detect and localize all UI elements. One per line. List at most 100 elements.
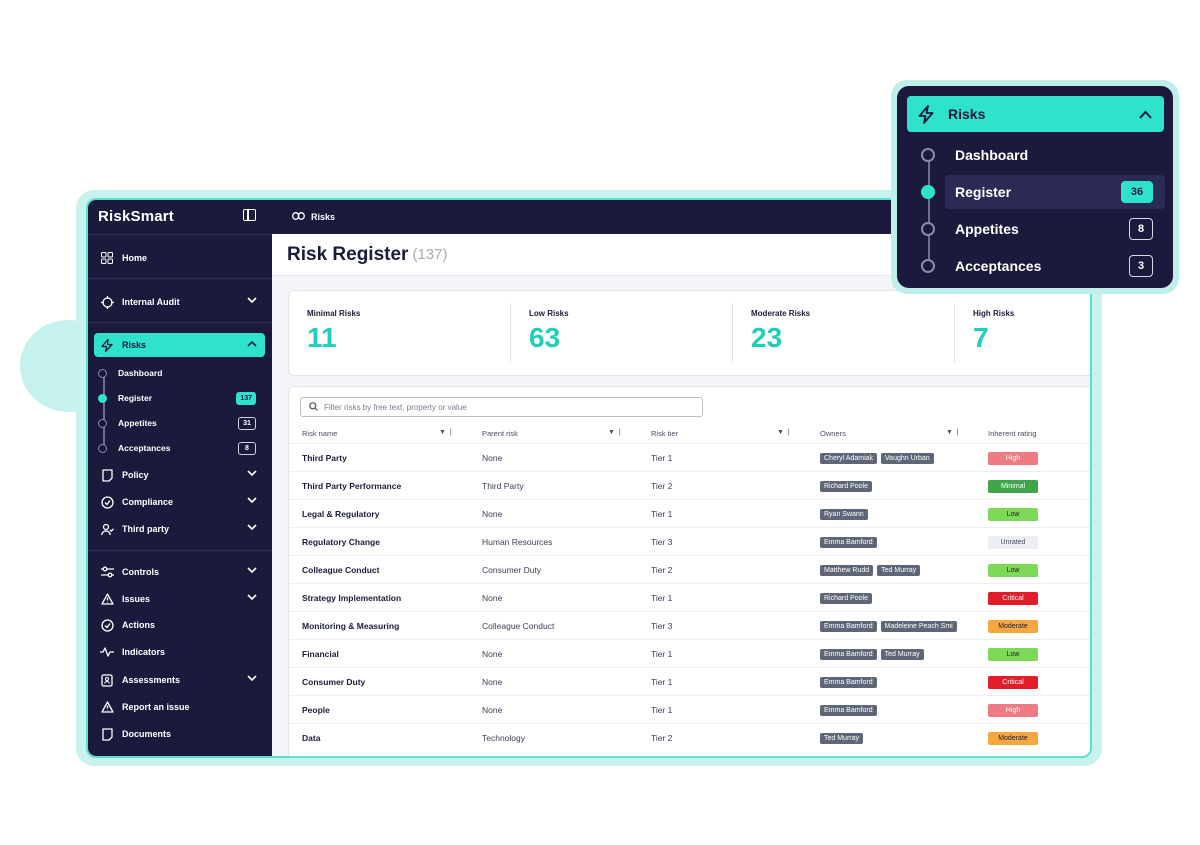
owner-tag[interactable]: Emma Bamford (820, 620, 877, 632)
owner-tag[interactable]: Matthew Rudd (820, 564, 874, 576)
sidebar-toggle-icon[interactable] (243, 209, 256, 221)
column-tools[interactable]: ▼ | (608, 429, 621, 436)
table-row[interactable]: Consumer Duty None Tier 1 Emma Bamford Criti… (289, 667, 1090, 695)
table-row[interactable]: Legal & Regulatory None Tier 1 Ryan Swann Lo… (289, 499, 1090, 527)
main-content: Risk Register (137) Minimal Risks 11 Low… (272, 234, 1090, 756)
popout-item-acceptances[interactable]: Acceptances 3 (921, 249, 1165, 283)
subnav-appetites[interactable]: Appetites 31 (98, 414, 264, 432)
table-row[interactable]: Data Technology Tier 2 Ted Murray Moderate (289, 723, 1090, 751)
risk-name: Financial (302, 649, 339, 659)
nav-actions[interactable]: Actions (94, 613, 265, 637)
table-row[interactable]: Monitoring & Measuring Colleague Conduct T… (289, 611, 1090, 639)
nav-third-party[interactable]: Third party (94, 517, 265, 541)
table-row[interactable]: Third Party Performance Third Party Tier 2… (289, 471, 1090, 499)
warning-icon (100, 700, 114, 714)
table-row[interactable]: People None Tier 1 Emma Bamford High (289, 695, 1090, 724)
rating-badge: Critical (988, 591, 1038, 605)
column-header-risk-name[interactable]: Risk name (302, 429, 338, 438)
nav-home-label: Home (122, 253, 148, 263)
rating-cell: Unrated (988, 528, 1038, 556)
popout-item-dashboard[interactable]: Dashboard (921, 138, 1165, 172)
owner-tag[interactable]: Cheryl Adamiak (820, 452, 878, 464)
nav-policy[interactable]: Policy (94, 463, 265, 487)
count-badge: 36 (1121, 181, 1153, 203)
filter-input[interactable]: Filter risks by free text, property or v… (300, 397, 703, 417)
popout-item-appetites[interactable]: Appetites 8 (921, 212, 1165, 246)
owner-tag[interactable]: Madeleine Peach Smi (880, 620, 957, 632)
subnav-acceptances[interactable]: Acceptances 8 (98, 439, 264, 457)
column-tools[interactable]: ▼ | (439, 429, 452, 436)
owner-tag[interactable]: Richard Poole (820, 480, 872, 492)
nav-internal-audit[interactable]: Internal Audit (94, 290, 265, 314)
rating-badge: Low (988, 647, 1038, 661)
nav-issues[interactable]: Issues (94, 587, 265, 611)
table-row[interactable]: Colleague Conduct Consumer Duty Tier 2 Matt… (289, 555, 1090, 584)
owners-cell: Emma Bamford (820, 696, 881, 724)
owner-tag[interactable]: Emma Bamford (820, 648, 877, 660)
popout-risks-header[interactable]: Risks (907, 96, 1164, 132)
owner-tag[interactable]: Ted Murray (880, 648, 924, 660)
lightning-icon (918, 104, 934, 124)
column-header-owners[interactable]: Owners (820, 429, 846, 438)
risk-tier: Tier 3 (651, 621, 673, 631)
grid-icon (100, 251, 114, 265)
owner-tag[interactable]: Ted Murray (877, 564, 921, 576)
divider (88, 234, 272, 235)
nav-assessments[interactable]: Assessments (94, 668, 265, 692)
column-header-parent-risk[interactable]: Parent risk (482, 429, 518, 438)
stat-label: High Risks (973, 309, 1015, 318)
owner-tag[interactable]: Ryan Swann (820, 508, 868, 520)
owners-cell: Richard Poole (820, 584, 876, 612)
owner-tag[interactable]: Emma Bamford (820, 536, 877, 548)
owner-tag[interactable]: Ted Murray (820, 732, 864, 744)
risk-name: Colleague Conduct (302, 565, 380, 575)
nav-issues-label: Issues (122, 594, 151, 604)
rating-cell: High (988, 696, 1038, 724)
nav-controls[interactable]: Controls (94, 560, 265, 584)
step-dot (98, 418, 107, 428)
divider (88, 278, 272, 279)
table-row[interactable]: Strategy Implementation None Tier 1 Richard… (289, 583, 1090, 612)
lightning-icon (100, 338, 114, 352)
column-tools[interactable]: ▼ | (946, 429, 959, 436)
owner-tag[interactable]: Emma Bamford (820, 704, 877, 716)
divider (510, 303, 511, 363)
risk-tier: Tier 1 (651, 509, 673, 519)
chevron-down-icon (247, 593, 257, 603)
chevron-down-icon (247, 296, 257, 306)
risk-name: Third Party (302, 453, 347, 463)
table-row[interactable]: Third Party None Tier 1 Cheryl Adamiak Vaugh… (289, 443, 1090, 471)
count-badge: 8 (1129, 218, 1153, 240)
nav-assessments-label: Assessments (122, 675, 181, 685)
nav-home[interactable]: Home (94, 246, 265, 270)
risk-tier: Tier 3 (651, 537, 673, 547)
owner-tag[interactable]: Richard Poole (820, 592, 872, 604)
chevron-down-icon (247, 674, 257, 684)
count-badge: 8 (238, 441, 256, 455)
table-row[interactable]: Financial None Tier 1 Emma Bamford Ted Murra… (289, 639, 1090, 667)
owner-tag[interactable]: Emma Bamford (820, 676, 877, 688)
table-row[interactable]: Regulatory Change Human Resources Tier 3 Em… (289, 527, 1090, 556)
breadcrumb[interactable]: Risks (311, 212, 336, 222)
owners-cell: Matthew Rudd Ted Murray (820, 556, 924, 584)
owner-tag[interactable]: Vaughn Urban (881, 452, 934, 464)
column-tools[interactable]: ▼ | (777, 429, 790, 436)
risk-tier: Tier 2 (651, 565, 673, 575)
parent-risk: Third Party (482, 481, 524, 491)
subnav-dashboard[interactable]: Dashboard (98, 364, 264, 382)
popout-item-register[interactable]: Register 36 (921, 175, 1165, 209)
subnav-label: Dashboard (118, 368, 163, 378)
nav-indicators[interactable]: Indicators (94, 640, 265, 664)
nav-report-issue[interactable]: Report an issue (94, 695, 265, 719)
risk-tier: Tier 1 (651, 649, 673, 659)
popout-title: Risks (948, 106, 986, 122)
rating-badge: Low (988, 563, 1038, 577)
nav-risks[interactable]: Risks (94, 333, 265, 357)
column-header-risk-tier[interactable]: Risk tier (651, 429, 679, 438)
subnav-register[interactable]: Register 137 (98, 389, 264, 407)
sidebar: RiskSmart Home Internal Audit Risks (88, 200, 272, 756)
nav-documents[interactable]: Documents (94, 722, 265, 746)
nav-compliance[interactable]: Compliance (94, 490, 265, 514)
column-header-inherent-rating[interactable]: Inherent rating (988, 429, 1037, 438)
rating-badge: Unrated (988, 535, 1038, 549)
